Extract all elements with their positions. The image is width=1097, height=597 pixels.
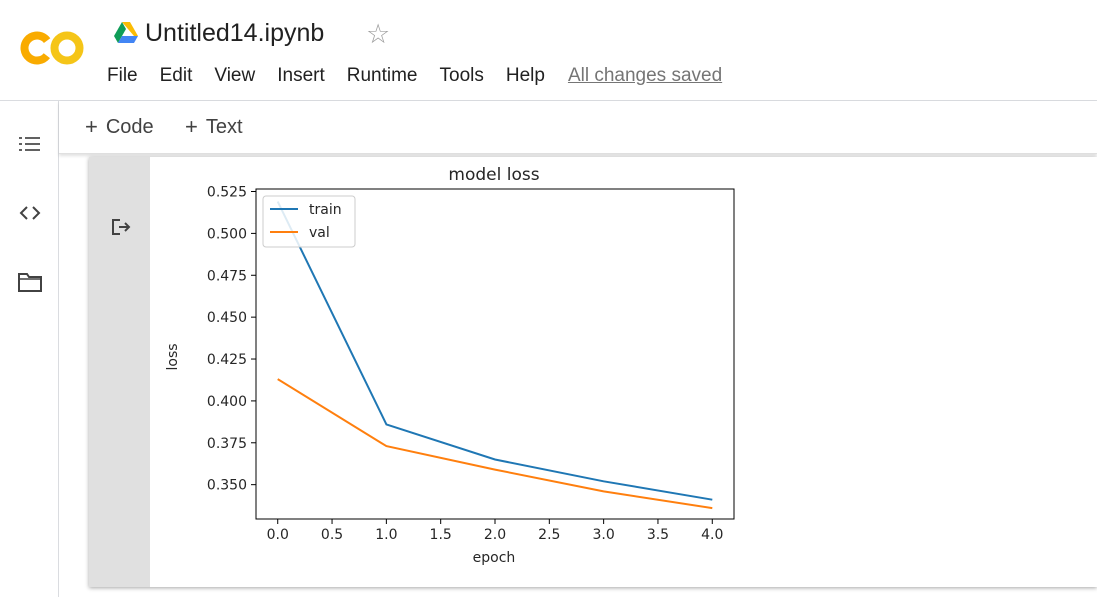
x-tick-label: 3.5 (647, 527, 669, 543)
series-line-val (277, 378, 713, 510)
plus-icon: + (85, 114, 98, 139)
x-tick-label: 4.0 (701, 527, 723, 543)
y-tick-label: 0.400 (207, 394, 247, 410)
header: Untitled14.ipynb ☆ File Edit View Insert… (0, 0, 1097, 101)
add-text-label: Text (205, 115, 243, 138)
loss-chart: model loss epoch loss 0.0 0.5 1.0 1.5 2.0 2.5… (165, 165, 735, 566)
cell-gutter (89, 157, 150, 587)
add-code-cell-button[interactable]: + Code (85, 113, 154, 141)
menu-edit[interactable]: Edit (159, 65, 193, 86)
x-tick-label: 0.0 (267, 527, 289, 543)
table-of-contents-icon[interactable] (13, 127, 47, 161)
legend-label-val: val (309, 225, 330, 241)
colab-logo[interactable] (20, 26, 86, 70)
x-tick-label: 2.0 (484, 527, 506, 543)
y-tick-label: 0.450 (207, 310, 247, 326)
add-code-label: Code (105, 115, 154, 138)
menu-bar: File Edit View Insert Runtime Tools Help… (96, 62, 722, 90)
y-tick-label: 0.525 (207, 185, 247, 201)
legend: train val (262, 195, 356, 248)
plus-icon: + (185, 114, 198, 139)
output-icon[interactable] (109, 215, 133, 239)
x-tick-label: 2.5 (538, 527, 560, 543)
menu-tools[interactable]: Tools (439, 65, 484, 86)
x-axis-label: epoch (473, 550, 516, 566)
chart-title: model loss (448, 165, 539, 185)
x-tick-label: 0.5 (321, 527, 343, 543)
save-status-link[interactable]: All changes saved (567, 65, 723, 86)
y-tick-label: 0.475 (207, 268, 247, 284)
y-axis-label: loss (165, 343, 181, 370)
y-tick-label: 0.425 (207, 352, 247, 368)
files-icon[interactable] (13, 265, 47, 299)
x-tick-label: 1.0 (375, 527, 397, 543)
y-tick-label: 0.350 (207, 478, 247, 494)
menu-view[interactable]: View (214, 65, 256, 86)
notebook-toolbar: + Code + Text (59, 101, 1097, 154)
add-text-cell-button[interactable]: + Text (185, 113, 243, 141)
star-icon[interactable]: ☆ (366, 19, 391, 49)
menu-runtime[interactable]: Runtime (346, 65, 418, 86)
notebook-title[interactable]: Untitled14.ipynb (145, 19, 325, 47)
code-snippets-icon[interactable] (13, 196, 47, 230)
x-tick-label: 1.5 (430, 527, 452, 543)
menu-file[interactable]: File (107, 65, 138, 86)
series-line-train (276, 201, 713, 501)
left-sidebar (0, 101, 59, 597)
legend-label-train: train (309, 202, 342, 218)
x-tick-label: 3.0 (593, 527, 615, 543)
code-cell[interactable]: model loss epoch loss 0.0 0.5 1.0 1.5 2.0 2.5… (89, 157, 1097, 587)
menu-insert[interactable]: Insert (277, 65, 325, 86)
plot-area-frame (255, 188, 735, 520)
menu-help[interactable]: Help (505, 65, 545, 86)
y-tick-label: 0.500 (207, 226, 247, 242)
google-drive-icon[interactable] (114, 22, 138, 44)
y-tick-label: 0.375 (207, 436, 247, 452)
